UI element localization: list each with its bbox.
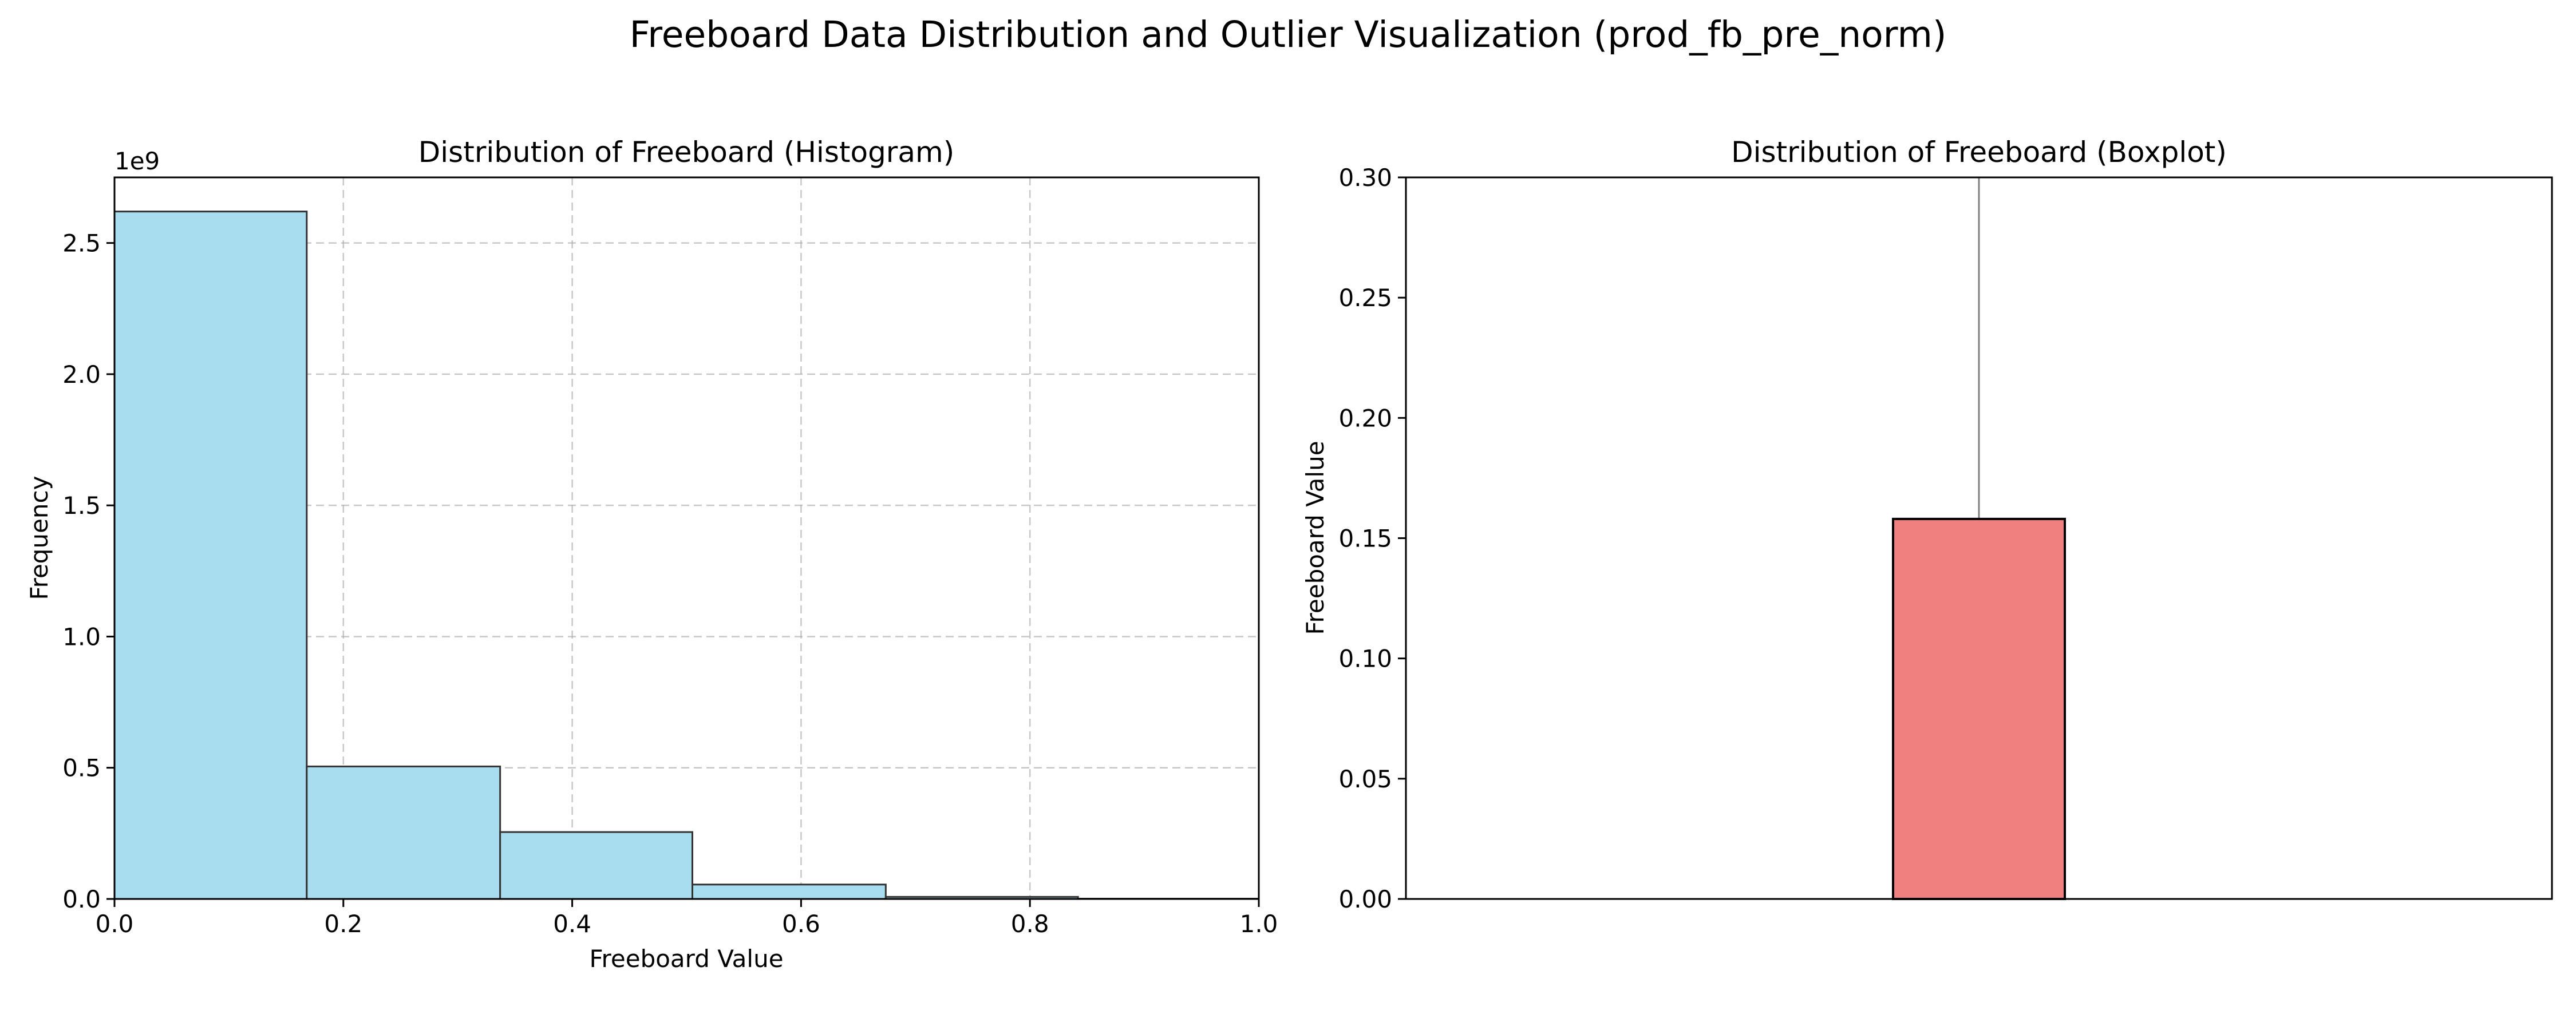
- histogram-y-tick-label: 2.0: [62, 360, 101, 389]
- histogram-bar-1: [113, 211, 308, 900]
- boxplot-y-tick-label: 0.15: [1338, 525, 1392, 553]
- histogram-x-tick-label: 1.0: [1240, 910, 1278, 938]
- histogram-x-tick-label: 0.0: [96, 910, 134, 938]
- boxplot-y-label: Freeboard Value: [1301, 441, 1329, 635]
- boxplot-box: [1892, 517, 2066, 900]
- histogram-x-label: Freeboard Value: [589, 945, 783, 973]
- histogram-panel: 0.0 0.2 0.4 0.6 0.8 1.0 0.0 0.5 1.0 1.5 2.0 2.5 Di…: [25, 136, 1278, 973]
- histogram-x-axis: 0.0 0.2 0.4 0.6 0.8 1.0: [96, 899, 1278, 938]
- boxplot-title: Distribution of Freeboard (Boxplot): [1731, 136, 2227, 169]
- boxplot-y-tick-label: 0.05: [1338, 765, 1392, 793]
- histogram-x-tick-label: 0.6: [782, 910, 820, 938]
- histogram-y-tick-label: 2.5: [62, 229, 101, 258]
- boxplot-y-tick-label: 0.30: [1338, 164, 1392, 192]
- boxplot-y-tick-label: 0.10: [1338, 645, 1392, 673]
- histogram-y-tick-label: 1.5: [62, 492, 101, 520]
- boxplot-y-tick-label: 0.20: [1338, 404, 1392, 432]
- boxplot-panel: 0.00 0.05 0.10 0.15 0.20 0.25 0.30 Distributio…: [1301, 136, 2553, 913]
- histogram-y-offset-label: 1e9: [114, 147, 160, 175]
- histogram-title: Distribution of Freeboard (Histogram): [418, 136, 954, 169]
- histogram-bar-2: [306, 765, 501, 900]
- histogram-plot-frame: [113, 176, 1260, 900]
- histogram-y-tick-label: 0.5: [62, 754, 101, 782]
- histogram-y-tick-label: 0.0: [62, 885, 101, 913]
- histogram-x-tick-label: 0.4: [553, 910, 591, 938]
- histogram-y-tick-label: 1.0: [62, 623, 101, 651]
- boxplot-marks: [1892, 177, 2066, 900]
- boxplot-y-tick-label: 0.00: [1338, 885, 1392, 913]
- histogram-bar-3: [499, 831, 693, 900]
- figure-suptitle: Freeboard Data Distribution and Outlier …: [630, 14, 1947, 56]
- boxplot-y-axis: 0.00 0.05 0.10 0.15 0.20 0.25 0.30: [1338, 164, 1406, 913]
- histogram-x-tick-label: 0.2: [324, 910, 362, 938]
- histogram-bar-4: [691, 884, 887, 900]
- histogram-y-axis: 0.0 0.5 1.0 1.5 2.0 2.5: [62, 229, 114, 913]
- histogram-bars: [113, 211, 1260, 900]
- histogram-x-tick-label: 0.8: [1011, 910, 1049, 938]
- histogram-y-label: Frequency: [25, 476, 53, 600]
- boxplot-y-tick-label: 0.25: [1338, 284, 1392, 312]
